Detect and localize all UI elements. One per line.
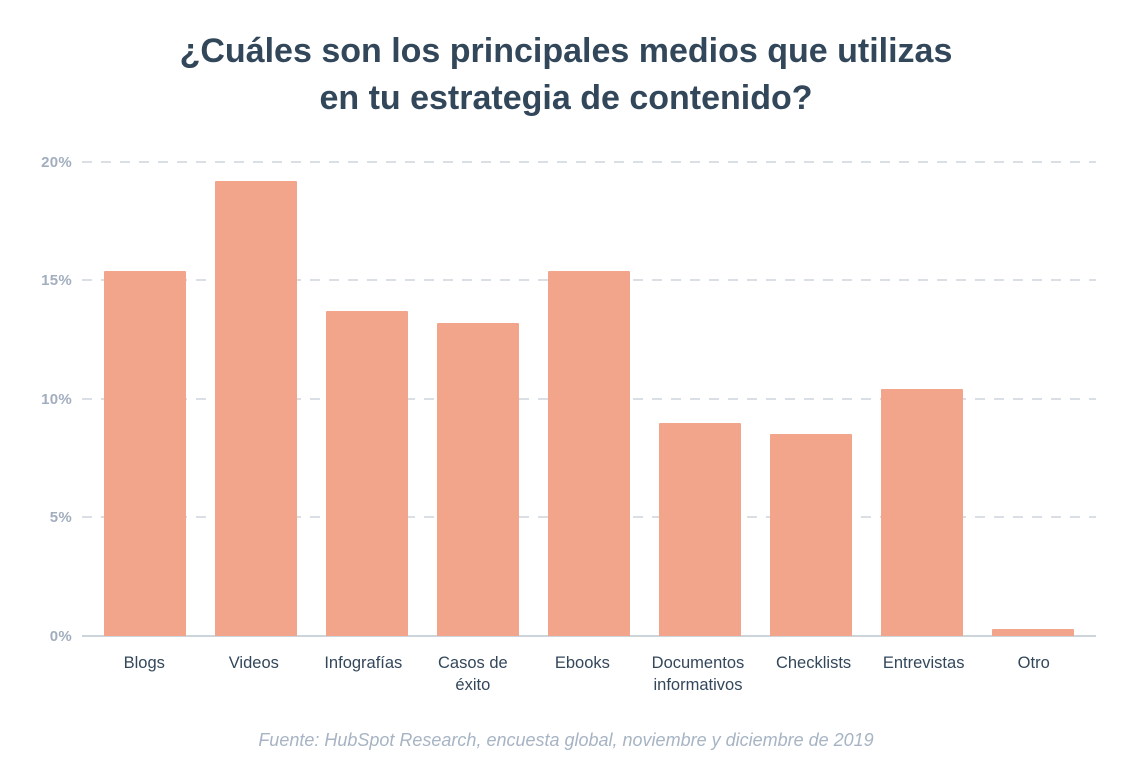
x-label-casos-de-exito: Casos de éxito bbox=[438, 653, 508, 695]
bar-videos bbox=[215, 180, 297, 636]
chart-title-line2: en tu estrategia de contenido? bbox=[319, 78, 813, 117]
gridline-20 bbox=[82, 160, 1096, 163]
x-label-ebooks: Ebooks bbox=[554, 653, 610, 672]
x-label-entrevistas: Entrevistas bbox=[882, 653, 965, 672]
x-label-videos: Videos bbox=[228, 653, 279, 672]
y-axis: 0% 5% 10% 15% 20% bbox=[20, 154, 82, 645]
plot-column: Blogs Videos Infografías Casos de éxito Eboo… bbox=[82, 160, 1096, 697]
y-tick-label-15: 15% bbox=[41, 272, 72, 290]
chart-title-line1: ¿Cuáles son los principales medios que u… bbox=[179, 32, 953, 70]
bar-casos-de-exito bbox=[437, 322, 519, 636]
plot-area bbox=[82, 160, 1096, 637]
bar-checklists bbox=[770, 434, 852, 636]
x-label-infografias: Infografías bbox=[324, 653, 403, 672]
bar-infografias bbox=[326, 311, 408, 636]
bar-otro bbox=[992, 628, 1074, 636]
y-tick-label-5: 5% bbox=[49, 509, 72, 527]
source-note: Fuente: HubSpot Research, encuesta globa… bbox=[258, 730, 874, 751]
x-label-otro: Otro bbox=[1017, 653, 1050, 672]
bar-ebooks bbox=[548, 270, 630, 636]
bar-entrevistas bbox=[881, 389, 963, 636]
x-label-blogs: Blogs bbox=[123, 653, 165, 672]
x-label-checklists: Checklists bbox=[775, 653, 852, 672]
bar-blogs bbox=[104, 270, 186, 636]
bar-documentos-informativos bbox=[659, 422, 741, 636]
bar-chart: 0% 5% 10% 15% 20% Blogs Videos Infografías Caso… bbox=[20, 154, 1096, 697]
y-tick-label-20: 20% bbox=[41, 153, 72, 171]
bars bbox=[82, 162, 1096, 636]
baseline bbox=[82, 634, 1096, 637]
y-tick-label-0: 0% bbox=[49, 627, 72, 645]
chart-title: ¿Cuáles son los principales medios que u… bbox=[0, 0, 1132, 122]
y-tick-label-10: 10% bbox=[41, 390, 72, 408]
x-axis-labels: Blogs Videos Infografías Casos de éxito Eboo… bbox=[82, 652, 1096, 697]
x-label-documentos-informativos: Documentos informativos bbox=[651, 653, 745, 695]
